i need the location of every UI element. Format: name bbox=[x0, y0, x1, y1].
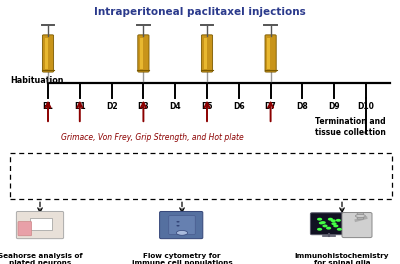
FancyBboxPatch shape bbox=[357, 213, 364, 219]
Text: Immunohistochemistry
for spinal glia: Immunohistochemistry for spinal glia bbox=[295, 253, 389, 264]
Ellipse shape bbox=[333, 224, 338, 227]
FancyBboxPatch shape bbox=[30, 218, 52, 230]
FancyBboxPatch shape bbox=[16, 211, 64, 239]
FancyBboxPatch shape bbox=[265, 35, 276, 72]
Text: D2: D2 bbox=[106, 102, 118, 111]
Text: D7: D7 bbox=[265, 102, 276, 111]
Text: Flow cytometry for
immune cell populations: Flow cytometry for immune cell populatio… bbox=[132, 253, 232, 264]
Text: Habituation: Habituation bbox=[10, 76, 64, 85]
Ellipse shape bbox=[356, 214, 366, 218]
Ellipse shape bbox=[332, 222, 337, 225]
Text: Termination and
tissue collection: Termination and tissue collection bbox=[314, 117, 386, 137]
Ellipse shape bbox=[176, 230, 188, 235]
Text: D3: D3 bbox=[138, 102, 149, 111]
Ellipse shape bbox=[319, 221, 324, 224]
Ellipse shape bbox=[337, 228, 342, 231]
Ellipse shape bbox=[317, 228, 322, 231]
Ellipse shape bbox=[328, 218, 333, 221]
Text: D5: D5 bbox=[201, 102, 213, 111]
Ellipse shape bbox=[336, 219, 341, 222]
Text: Intraperitoneal paclitaxel injections: Intraperitoneal paclitaxel injections bbox=[94, 7, 306, 17]
FancyBboxPatch shape bbox=[169, 216, 195, 234]
Text: D10: D10 bbox=[358, 102, 374, 111]
FancyBboxPatch shape bbox=[45, 38, 48, 69]
Text: Seahorse analysis of
plated neurons: Seahorse analysis of plated neurons bbox=[0, 253, 82, 264]
Text: BL: BL bbox=[43, 102, 53, 111]
Ellipse shape bbox=[317, 218, 322, 221]
Text: D4: D4 bbox=[169, 102, 181, 111]
Ellipse shape bbox=[322, 224, 328, 227]
FancyBboxPatch shape bbox=[138, 35, 149, 72]
Text: D6: D6 bbox=[233, 102, 245, 111]
FancyBboxPatch shape bbox=[204, 38, 207, 69]
FancyBboxPatch shape bbox=[140, 38, 143, 69]
Ellipse shape bbox=[331, 219, 336, 222]
FancyBboxPatch shape bbox=[342, 213, 372, 238]
FancyBboxPatch shape bbox=[310, 213, 348, 235]
Text: D8: D8 bbox=[296, 102, 308, 111]
Ellipse shape bbox=[176, 225, 180, 227]
Text: Grimace, Von Frey, Grip Strength, and Hot plate: Grimace, Von Frey, Grip Strength, and Ho… bbox=[61, 133, 243, 142]
Text: D1: D1 bbox=[74, 102, 86, 111]
FancyBboxPatch shape bbox=[160, 211, 203, 239]
Ellipse shape bbox=[326, 227, 331, 230]
Text: D9: D9 bbox=[328, 102, 340, 111]
FancyBboxPatch shape bbox=[42, 35, 54, 72]
FancyBboxPatch shape bbox=[267, 38, 270, 69]
FancyBboxPatch shape bbox=[202, 35, 213, 72]
Ellipse shape bbox=[321, 221, 326, 224]
FancyBboxPatch shape bbox=[18, 221, 32, 236]
Ellipse shape bbox=[176, 221, 180, 223]
